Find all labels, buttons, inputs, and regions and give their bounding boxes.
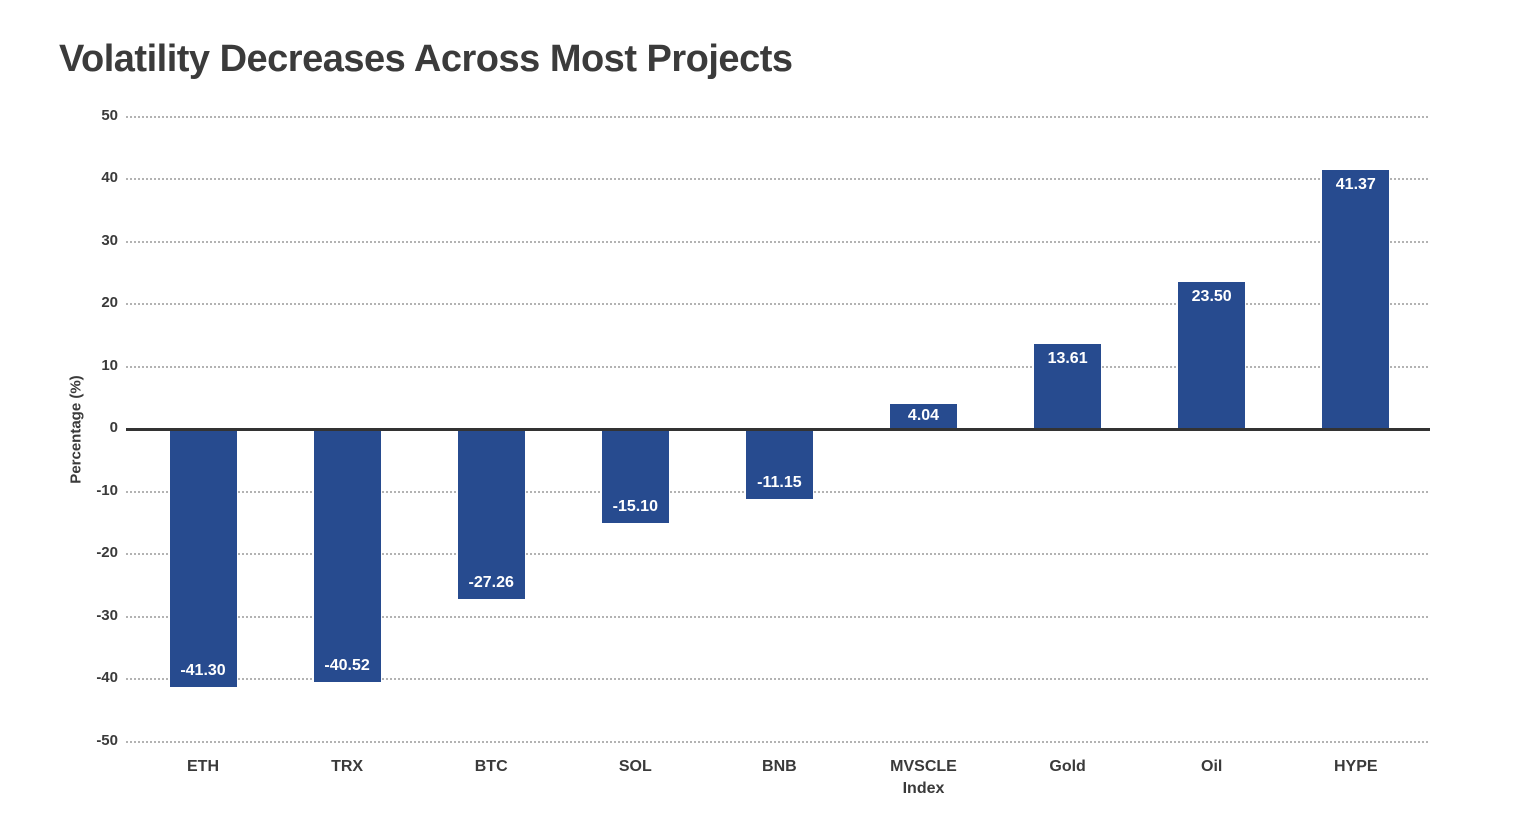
gridline-y--20: [126, 553, 1428, 555]
bar: 41.37: [1322, 170, 1390, 429]
y-tick-label: 50: [101, 106, 118, 124]
y-tick-label: -50: [96, 731, 118, 749]
bar-value-label: -41.30: [180, 662, 226, 680]
bar: -27.26: [457, 429, 525, 600]
gridline-y-40: [126, 178, 1428, 180]
gridline-y-20: [126, 303, 1428, 305]
bar: 4.04: [890, 403, 957, 429]
gridline-y--30: [126, 615, 1428, 618]
bar-value-label: 23.50: [1191, 288, 1232, 306]
bar-value-label: 13.61: [1047, 349, 1088, 367]
bar-value-label: -15.10: [612, 498, 658, 516]
bar-value-label: -27.26: [468, 574, 514, 592]
gridline-y--40: [126, 678, 1428, 680]
y-tick-label: 0: [109, 419, 118, 436]
bar: 13.61: [1034, 343, 1102, 429]
x-category-label: TRX: [331, 758, 364, 775]
bar: -15.10: [601, 429, 669, 524]
x-category-label: Gold: [1049, 758, 1086, 775]
y-tick-label: -30: [96, 606, 118, 624]
x-category-label: HYPE: [1334, 758, 1378, 775]
gridline-y-50: [126, 115, 1428, 118]
gridline-y-30: [126, 240, 1428, 243]
bar: -40.52: [313, 429, 381, 683]
bar: -11.15: [745, 429, 813, 499]
bar-value-label: -40.52: [324, 657, 370, 675]
zero-axis-line: [126, 427, 1430, 431]
chart-title: Volatility Decreases Across Most Project…: [59, 38, 793, 80]
bar-value-label: 41.37: [1335, 176, 1376, 194]
y-tick-label: -20: [96, 544, 118, 561]
x-category-label: ETH: [187, 758, 219, 775]
y-tick-label: 40: [101, 169, 118, 186]
y-tick-label: -40: [96, 669, 118, 686]
x-category-label: MVSCLE Index: [890, 758, 957, 797]
bar-value-label: -11.15: [757, 473, 802, 491]
y-tick-label: 20: [101, 294, 118, 311]
bar-value-label: 4.04: [907, 407, 940, 425]
bar: -41.30: [169, 429, 237, 688]
x-category-label: BNB: [762, 758, 797, 775]
x-category-label: SOL: [618, 758, 652, 775]
x-category-label: Oil: [1201, 758, 1223, 775]
gridline-y--50: [126, 740, 1428, 743]
gridline-y-10: [126, 365, 1428, 368]
bar: 23.50: [1178, 282, 1246, 429]
y-tick-label: 30: [101, 231, 118, 249]
y-tick-label: -10: [96, 481, 118, 499]
y-tick-label: 10: [101, 356, 118, 374]
x-category-label: BTC: [474, 758, 508, 775]
